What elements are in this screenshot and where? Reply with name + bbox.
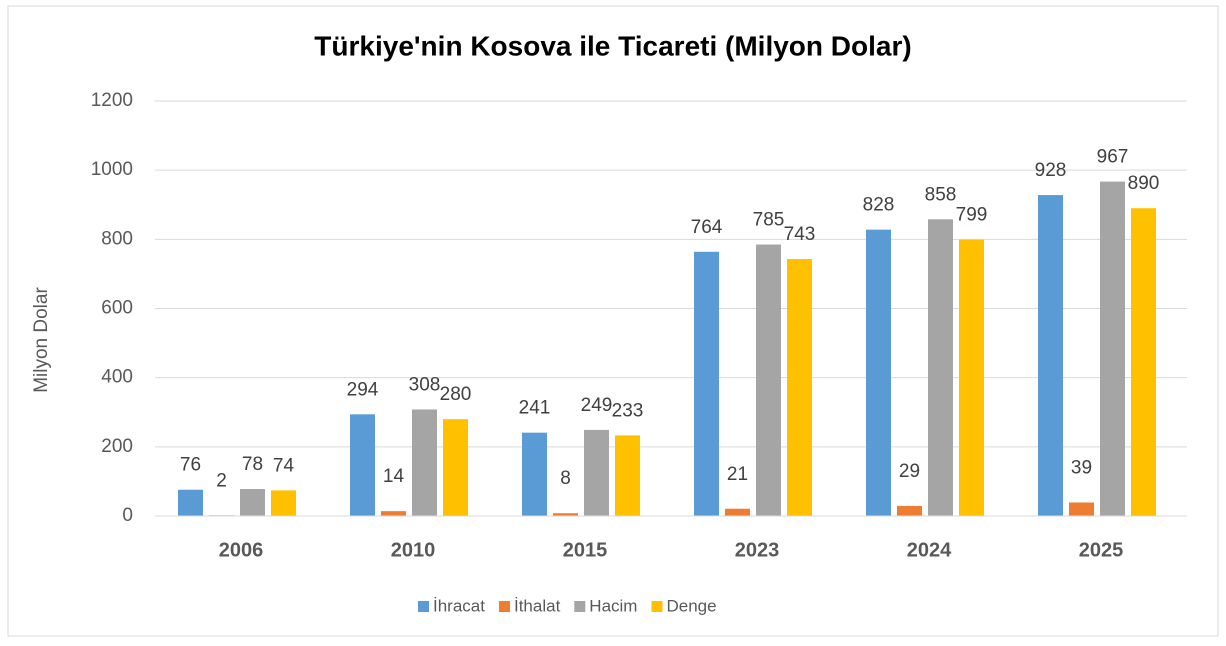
- chart-title: Türkiye'nin Kosova ile Ticareti (Milyon …: [314, 30, 911, 61]
- bar: [1131, 208, 1156, 517]
- bar: [240, 489, 265, 516]
- data-label: 799: [956, 205, 988, 226]
- data-label: 280: [440, 384, 472, 405]
- legend-label: İthalat: [514, 596, 561, 615]
- x-tick-label: 2010: [391, 539, 436, 561]
- x-tick-label: 2024: [907, 539, 952, 561]
- bar: [271, 490, 296, 516]
- bar: [1100, 181, 1125, 516]
- bar: [897, 505, 922, 516]
- bar: [615, 435, 640, 516]
- data-label: 78: [242, 454, 263, 475]
- y-tick-label: 1200: [91, 90, 133, 111]
- data-label: 74: [273, 455, 295, 476]
- data-label: 14: [383, 466, 405, 487]
- bar: [959, 239, 984, 516]
- bar: [694, 251, 719, 517]
- data-label: 785: [753, 210, 785, 231]
- x-tick-label: 2025: [1079, 539, 1124, 561]
- data-label: 233: [612, 400, 644, 421]
- bar: [1069, 502, 1094, 516]
- data-label: 29: [899, 461, 920, 482]
- y-tick-label: 400: [101, 367, 133, 388]
- data-label: 21: [727, 464, 748, 485]
- legend-swatch: [498, 601, 510, 612]
- bar: [1038, 195, 1063, 517]
- legend-swatch: [651, 601, 663, 612]
- legend-label: İhracat: [433, 596, 485, 615]
- y-tick-label: 200: [101, 436, 133, 457]
- data-label: 890: [1128, 173, 1160, 194]
- bar: [756, 244, 781, 517]
- data-label: 39: [1071, 458, 1092, 479]
- bar: [522, 432, 547, 516]
- data-label: 743: [784, 224, 816, 245]
- bar: [553, 513, 578, 516]
- data-label: 858: [925, 184, 957, 205]
- legend-swatch: [418, 601, 429, 612]
- bar: [178, 489, 203, 516]
- data-label: 828: [863, 195, 895, 216]
- bar: [381, 511, 406, 516]
- x-tick-label: 2023: [735, 539, 780, 561]
- data-label: 294: [347, 379, 379, 400]
- bar: [584, 429, 609, 516]
- data-label: 76: [180, 455, 201, 476]
- data-label: 764: [691, 217, 723, 238]
- y-tick-label: 800: [101, 228, 133, 249]
- data-label: 249: [581, 395, 613, 416]
- data-label: 2: [216, 470, 227, 491]
- bar: [787, 259, 812, 516]
- bar: [866, 229, 891, 516]
- chart-frame: [7, 5, 1219, 637]
- data-label: 967: [1097, 147, 1129, 168]
- x-tick-label: 2006: [219, 539, 264, 561]
- data-label: 8: [560, 468, 571, 489]
- bar: [443, 419, 468, 516]
- bar: [725, 508, 750, 516]
- bar: [350, 414, 375, 516]
- bar: [928, 219, 953, 516]
- y-axis-title: Milyon Dolar: [31, 287, 52, 393]
- y-tick-label: 1000: [91, 159, 133, 180]
- data-label: 308: [409, 374, 441, 395]
- legend-swatch: [574, 601, 586, 612]
- y-tick-label: 0: [122, 505, 133, 526]
- bar: [412, 409, 437, 516]
- x-tick-label: 2015: [563, 539, 608, 561]
- data-label: 241: [519, 398, 551, 419]
- y-tick-label: 600: [101, 298, 133, 319]
- data-label: 928: [1035, 160, 1067, 181]
- legend-label: Hacim: [589, 596, 637, 615]
- legend-label: Denge: [666, 596, 716, 615]
